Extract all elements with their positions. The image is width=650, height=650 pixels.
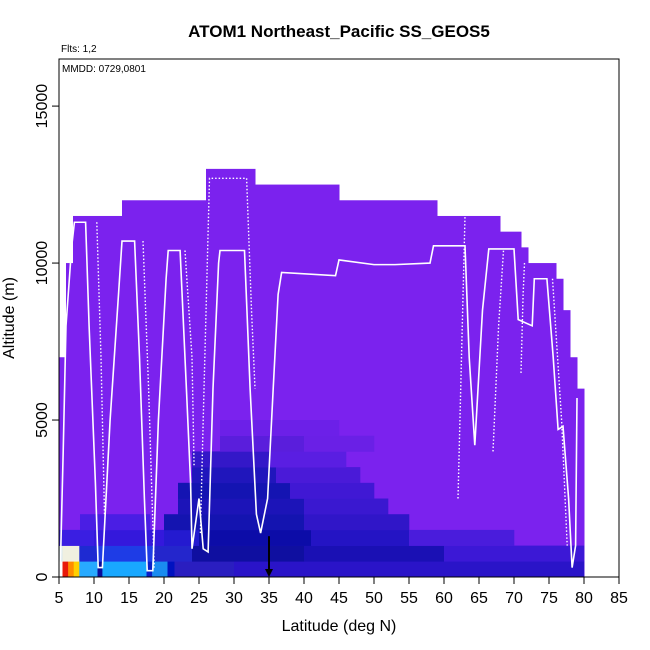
- heatmap-cell: [80, 514, 151, 531]
- curtain-column: [563, 310, 571, 577]
- curtain-column: [577, 388, 585, 577]
- heatmap-cell: [311, 529, 410, 546]
- heatmap-cell: [164, 529, 200, 546]
- heatmap-cell: [73, 561, 80, 577]
- curtain-column: [437, 215, 501, 577]
- track-line-dotted: [492, 250, 505, 452]
- heatmap-cell: [220, 435, 305, 452]
- heatmap-cell: [68, 561, 74, 577]
- x-tick-label: 15: [120, 590, 138, 607]
- heatmap-cell: [152, 561, 168, 577]
- y-tick-label: 15000: [34, 84, 51, 129]
- heatmap-cell: [220, 420, 340, 437]
- x-tick-label: 75: [540, 590, 558, 607]
- heatmap-cell: [304, 545, 445, 562]
- x-tick-label: 65: [470, 590, 488, 607]
- x-tick-label: 20: [155, 590, 173, 607]
- heatmap-cell: [304, 514, 410, 531]
- heatmap-cell: [167, 561, 175, 577]
- curtain-column: [66, 263, 74, 577]
- x-tick-label: 40: [295, 590, 313, 607]
- heatmap-cell: [59, 529, 95, 546]
- heatmap-cell: [79, 545, 98, 562]
- heatmap-cell: [199, 529, 312, 546]
- heatmap-cell: [290, 482, 375, 499]
- heatmap-cell: [276, 467, 361, 484]
- y-tick-label: 10000: [34, 241, 51, 286]
- heatmap-cell: [79, 561, 98, 577]
- x-tick-label: 30: [225, 590, 243, 607]
- y-tick-label: 5000: [34, 402, 51, 438]
- heatmap-cell: [192, 545, 305, 562]
- track-line: [59, 221, 578, 572]
- heatmap-cell: [269, 451, 347, 468]
- y-axis: 0 5000 10000 15000: [34, 84, 60, 581]
- x-tick-label: 45: [330, 590, 348, 607]
- track-line-dotted: [520, 263, 526, 373]
- heatmap-cell: [174, 561, 235, 577]
- heatmap-cell: [192, 451, 270, 468]
- heatmap-cell: [164, 514, 305, 531]
- track-line-dotted: [184, 250, 195, 468]
- heatmap-cell: [97, 545, 154, 562]
- x-tick-label: 5: [55, 590, 64, 607]
- heatmap-cell: [102, 561, 147, 577]
- heatmap-cell: [304, 435, 375, 452]
- y-axis-label: Altitude (m): [1, 277, 18, 359]
- curtain-column: [521, 247, 529, 577]
- heatmap-cells: [59, 420, 585, 577]
- x-axis-label: Latitude (deg N): [282, 618, 397, 635]
- x-tick-label: 70: [505, 590, 523, 607]
- track-line-dotted: [551, 278, 568, 546]
- track-line-dotted: [142, 241, 155, 568]
- heatmap-cell: [444, 545, 585, 562]
- chart-title: ATOM1 Northeast_Pacific SS_GEOS5: [188, 22, 490, 41]
- flights-label: Flts: 1,2: [61, 44, 97, 55]
- heatmap-cell: [304, 498, 389, 515]
- heatmap-cell: [62, 561, 69, 577]
- heatmap-cell: [153, 545, 193, 562]
- track-line-dotted: [457, 215, 466, 499]
- heatmap-cell: [192, 467, 277, 484]
- heatmap-cell: [97, 561, 103, 577]
- x-tick-label: 10: [85, 590, 103, 607]
- x-tick-label: 85: [610, 590, 628, 607]
- curtain-column: [500, 231, 522, 577]
- heatmap-cell: [178, 482, 291, 499]
- x-tick-label: 50: [365, 590, 383, 607]
- plot-area: [59, 168, 585, 577]
- x-tick-label: 55: [400, 590, 418, 607]
- flight-track: [59, 177, 578, 572]
- x-axis: 5 10 15 20 25 30 35 40 45 50 55 60 65 70 75 80 85: [55, 576, 628, 607]
- marker-arrow-head: [265, 569, 273, 577]
- x-tick-label: 60: [435, 590, 453, 607]
- x-tick-label: 80: [575, 590, 593, 607]
- dates-label: MMDD: 0729,0801: [62, 64, 146, 75]
- heatmap-cell: [59, 561, 63, 577]
- heatmap-cell: [62, 545, 80, 562]
- x-tick-label: 25: [190, 590, 208, 607]
- curtain-column: [570, 357, 578, 577]
- heatmap-cell: [409, 529, 515, 546]
- heatmap-cell: [146, 561, 153, 577]
- y-tick-label: 0: [34, 572, 51, 581]
- marker-layer: [265, 536, 273, 577]
- heatmap-cell: [234, 561, 585, 577]
- x-tick-label: 35: [260, 590, 278, 607]
